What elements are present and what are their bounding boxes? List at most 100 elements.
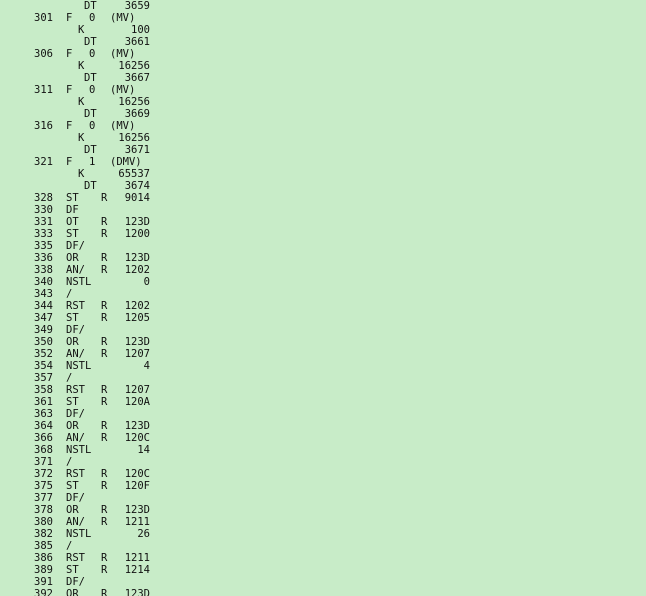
operand: 65537 <box>118 168 150 180</box>
operand: 123D <box>124 420 150 432</box>
opcode: DT <box>84 36 97 48</box>
opcode: F <box>66 120 73 132</box>
register: R <box>101 564 108 576</box>
opcode: / <box>66 540 73 552</box>
address: 375 <box>34 480 53 492</box>
address: 301 <box>34 12 53 24</box>
opcode: / <box>66 372 73 384</box>
opcode: AN/ <box>66 432 85 444</box>
opcode: DF/ <box>66 408 85 420</box>
address: 338 <box>34 264 53 276</box>
register: R <box>101 588 108 596</box>
address: 357 <box>34 372 53 384</box>
operand: 123D <box>124 252 150 264</box>
opcode: AN/ <box>66 348 85 360</box>
opcode: DT <box>84 180 97 192</box>
address: 363 <box>34 408 53 420</box>
opcode: DF/ <box>66 492 85 504</box>
operand: 1211 <box>124 552 150 564</box>
opcode: NSTL <box>66 276 92 288</box>
opcode: K <box>78 96 85 108</box>
operand: 1200 <box>124 228 150 240</box>
opcode: RST <box>66 300 85 312</box>
opcode: F <box>66 12 73 24</box>
register: R <box>101 432 108 444</box>
address: 391 <box>34 576 53 588</box>
address: 354 <box>34 360 53 372</box>
operand: 3661 <box>124 36 150 48</box>
opcode: AN/ <box>66 264 85 276</box>
opcode: DF/ <box>66 324 85 336</box>
address: 386 <box>34 552 53 564</box>
register: 0 <box>89 48 96 60</box>
register: R <box>101 312 108 324</box>
operand: 3671 <box>124 144 150 156</box>
operand: 123D <box>124 504 150 516</box>
opcode: F <box>66 48 73 60</box>
opcode: ST <box>66 564 79 576</box>
operand: 16256 <box>118 60 150 72</box>
register: R <box>101 420 108 432</box>
address: 328 <box>34 192 53 204</box>
operand: 120A <box>124 396 150 408</box>
register: R <box>101 480 108 492</box>
operand: 1202 <box>124 300 150 312</box>
register: R <box>101 504 108 516</box>
opcode: OR <box>66 252 79 264</box>
opcode: ST <box>66 396 79 408</box>
register: R <box>101 216 108 228</box>
operand: 1205 <box>124 312 150 324</box>
opcode: K <box>78 168 85 180</box>
address: 392 <box>34 588 53 596</box>
operand: 123D <box>124 588 150 596</box>
address: 372 <box>34 468 53 480</box>
address: 377 <box>34 492 53 504</box>
register: R <box>101 300 108 312</box>
address: 336 <box>34 252 53 264</box>
address: 352 <box>34 348 53 360</box>
opcode: K <box>78 60 85 72</box>
opcode: OR <box>66 504 79 516</box>
operand: 123D <box>124 216 150 228</box>
operand: 9014 <box>124 192 150 204</box>
operand: 3674 <box>124 180 150 192</box>
address: 321 <box>34 156 53 168</box>
opcode: NSTL <box>66 528 92 540</box>
operand: 16256 <box>118 132 150 144</box>
address: 378 <box>34 504 53 516</box>
opcode: / <box>66 456 73 468</box>
opcode: RST <box>66 468 85 480</box>
address: 364 <box>34 420 53 432</box>
register: 1 <box>89 156 96 168</box>
address: 347 <box>34 312 53 324</box>
address: 331 <box>34 216 53 228</box>
register: R <box>101 348 108 360</box>
register: 0 <box>89 12 96 24</box>
opcode: NSTL <box>66 360 92 372</box>
opcode: DT <box>84 144 97 156</box>
address: 333 <box>34 228 53 240</box>
address: 316 <box>34 120 53 132</box>
operand: 26 <box>137 528 150 540</box>
opcode: OR <box>66 336 79 348</box>
opcode: AN/ <box>66 516 85 528</box>
register: R <box>101 228 108 240</box>
operand: 1202 <box>124 264 150 276</box>
operand: (MV) <box>110 12 136 24</box>
operand: (DMV) <box>110 156 142 168</box>
operand: 3659 <box>124 0 150 12</box>
opcode: RST <box>66 384 85 396</box>
address: 358 <box>34 384 53 396</box>
address: 385 <box>34 540 53 552</box>
address: 349 <box>34 324 53 336</box>
address: 350 <box>34 336 53 348</box>
opcode: DF <box>66 204 79 216</box>
opcode: DT <box>84 72 97 84</box>
opcode: ST <box>66 480 79 492</box>
opcode: DT <box>84 108 97 120</box>
register: R <box>101 384 108 396</box>
operand: 120C <box>124 432 150 444</box>
opcode: / <box>66 288 73 300</box>
operand: 3669 <box>124 108 150 120</box>
